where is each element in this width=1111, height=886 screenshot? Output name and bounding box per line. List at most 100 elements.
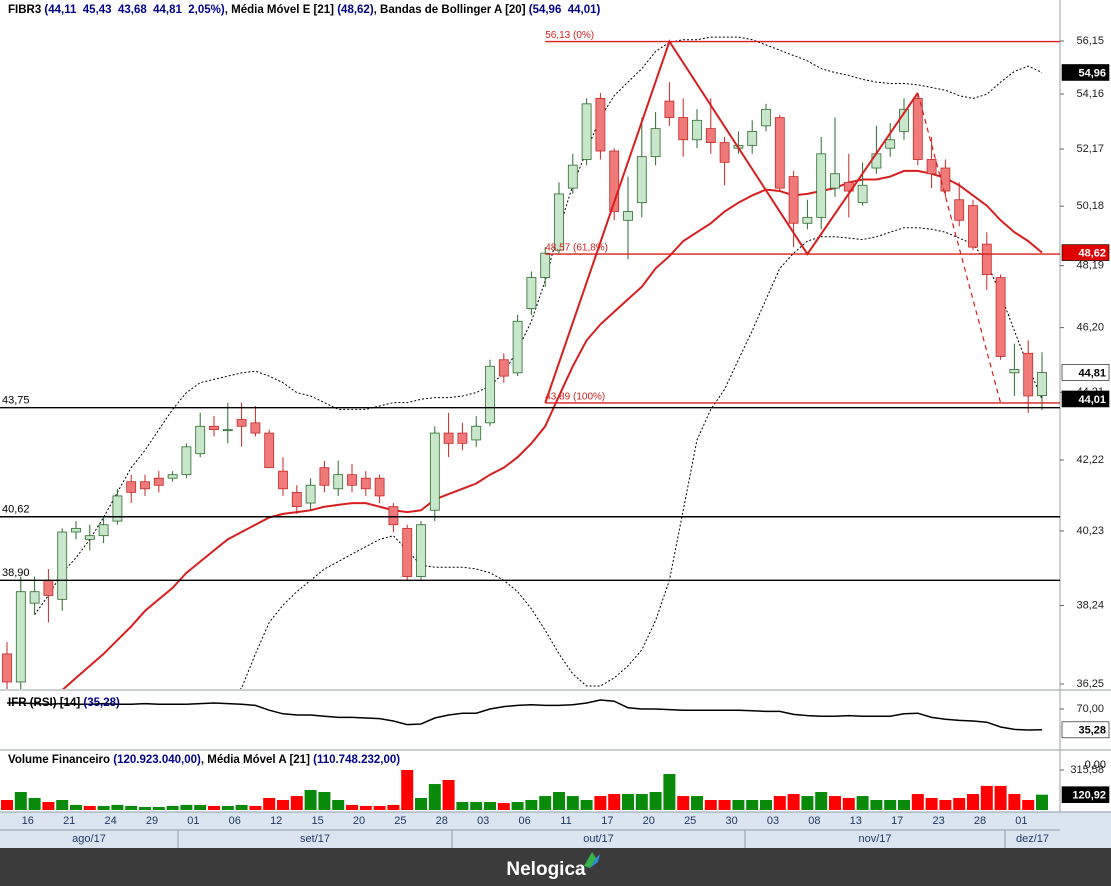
title-part: (54,96 44,01): [529, 4, 601, 16]
volume-bar: [994, 785, 1007, 810]
volume-bar: [263, 797, 276, 810]
candle-body: [554, 193, 564, 251]
volume-bar: [166, 805, 179, 810]
candle-body: [374, 477, 385, 497]
candle-body: [402, 527, 413, 577]
candle-body: [788, 176, 799, 224]
y-tick-label: 50,18: [1076, 200, 1104, 212]
candle-body: [498, 359, 509, 377]
volume-bar: [760, 799, 772, 810]
y-tick-label: 46,20: [1076, 322, 1104, 334]
y-tick-label: 70,00: [1076, 703, 1104, 715]
candle-body: [15, 591, 26, 683]
candle-body: [816, 153, 827, 218]
volume-bar: [484, 802, 496, 810]
y-tick-label: 315,58: [1070, 764, 1104, 776]
volume-bar: [787, 794, 800, 810]
candle-body: [954, 199, 965, 221]
volume-bar: [566, 796, 579, 810]
candle-body: [388, 506, 399, 526]
value-badge-label: 35,28: [1078, 725, 1106, 737]
volume-bar: [139, 806, 151, 810]
rsi-panel: [7, 699, 1043, 731]
candle-body: [981, 243, 992, 275]
volume-bar: [497, 803, 510, 810]
volume-bar: [387, 804, 400, 810]
volume-bar: [829, 796, 841, 810]
support-label: 43,75: [2, 395, 30, 407]
y-tick-label: 36,25: [1076, 678, 1104, 690]
volume-bar: [125, 805, 138, 810]
candle-body: [84, 535, 95, 540]
title-part: (120.923.040,00): [113, 754, 201, 766]
y-tick-label: 40,23: [1076, 525, 1104, 537]
candle-body: [126, 481, 137, 493]
volume-bar: [511, 802, 524, 810]
title-part: IFR (RSI) [14]: [8, 697, 83, 709]
volume-bar: [580, 799, 593, 810]
volume-bar: [718, 799, 731, 810]
candle-body: [2, 653, 12, 683]
title-part: (48,62): [337, 4, 374, 16]
candle-body: [885, 139, 896, 149]
candle-body: [692, 119, 702, 141]
brand: Nelogica: [506, 859, 586, 880]
candle-body: [595, 97, 606, 152]
x-tick-label: 17: [601, 815, 613, 827]
value-badge-label: 48,62: [1078, 247, 1106, 259]
x-tick-label: 16: [22, 815, 34, 827]
value-badge: [1061, 390, 1110, 408]
candle-body: [305, 484, 316, 504]
fibonacci-label: 43,89 (100%): [545, 392, 605, 403]
candle-body: [526, 277, 537, 310]
volume-bar: [1022, 799, 1035, 810]
volume-bar: [635, 794, 648, 810]
volume-bar: [290, 796, 303, 810]
candle-body: [623, 211, 633, 221]
panel-title: IFR (RSI) [14] (35,28): [8, 697, 120, 709]
price-panel: [2, 36, 1047, 689]
volume-bar: [911, 794, 924, 810]
candle-body: [416, 524, 426, 577]
candle-body: [347, 474, 357, 486]
candle-body: [705, 128, 716, 143]
volume-bar: [470, 802, 483, 810]
x-tick-label: 15: [311, 815, 323, 827]
candle-body: [802, 216, 813, 224]
candle-body: [567, 164, 578, 189]
candle-body: [471, 425, 482, 441]
candle-body: [926, 159, 937, 175]
volume-bar: [677, 796, 690, 810]
candle-body: [609, 150, 620, 212]
y-tick-label: 42,22: [1076, 454, 1104, 466]
volume-bar: [304, 789, 317, 810]
panel-title: Volume Financeiro (120.923.040,00), Médi…: [8, 754, 400, 766]
x-tick-label: 20: [353, 815, 365, 827]
support-label: 38,90: [2, 567, 30, 579]
volume-bar: [815, 792, 828, 810]
x-tick-label: 03: [767, 815, 779, 827]
x-tick-label: 21: [63, 815, 75, 827]
candle-body: [71, 527, 81, 533]
y-tick-label: 54,16: [1076, 88, 1104, 100]
candle-body: [195, 425, 206, 455]
candle-body: [774, 117, 785, 189]
candle-body: [457, 432, 468, 444]
volume-bar: [415, 797, 427, 810]
candle-body: [429, 432, 440, 511]
value-badge: [1061, 64, 1110, 81]
candle-body: [181, 446, 192, 476]
title-part: , Média Móvel E [21]: [225, 4, 337, 16]
volume-bar: [442, 779, 455, 810]
title-part: , Bandas de Bollinger A [20]: [374, 4, 529, 16]
x-tick-label: 13: [850, 815, 862, 827]
volume-bar: [152, 806, 165, 810]
volume-bar: [235, 804, 248, 810]
x-tick-label: 25: [684, 815, 696, 827]
volume-bar: [870, 799, 883, 810]
volume-bar: [594, 796, 607, 810]
title-part: (35,28): [83, 697, 120, 709]
x-tick-label: 25: [394, 815, 406, 827]
volume-bar: [856, 796, 869, 810]
candle-body: [153, 477, 164, 486]
